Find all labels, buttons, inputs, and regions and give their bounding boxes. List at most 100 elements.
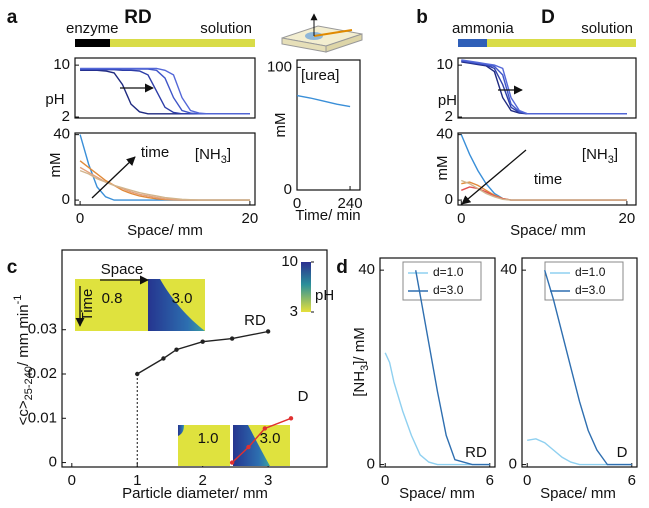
x-tick-label: 6 bbox=[486, 472, 494, 489]
annotation-part: 3 bbox=[608, 154, 614, 166]
x-axis-label: Space/ mm bbox=[540, 485, 616, 502]
annotation-part: [NH bbox=[582, 146, 608, 163]
y-axis-label-part: ]/ mM bbox=[351, 327, 368, 365]
line bbox=[527, 438, 632, 466]
y-tick-label: 0 bbox=[62, 191, 70, 208]
point bbox=[135, 371, 140, 377]
x-tick-label: 20 bbox=[619, 210, 636, 227]
annotation-part: 3 bbox=[221, 154, 227, 166]
x-tick-label: 240 bbox=[338, 195, 363, 212]
axes-frame bbox=[74, 57, 256, 119]
band bbox=[110, 39, 255, 47]
inset-space: Space bbox=[101, 261, 144, 278]
inset-time: Time bbox=[79, 289, 96, 322]
y-tick-label: 0 bbox=[509, 456, 517, 473]
line bbox=[544, 269, 632, 466]
band-label: solution bbox=[581, 20, 633, 37]
series-label: RD bbox=[244, 312, 266, 329]
point bbox=[161, 356, 166, 361]
inset-blue bbox=[178, 425, 184, 436]
inset-label: 3.0 bbox=[260, 430, 281, 447]
annotation: [NH3] bbox=[195, 146, 231, 166]
panel-label: c bbox=[7, 257, 18, 278]
y-tick-label: 100 bbox=[267, 58, 292, 75]
y-axis-label: pH bbox=[438, 92, 457, 109]
point bbox=[174, 347, 179, 352]
panel-label: d bbox=[336, 257, 348, 278]
y-tick-label: 40 bbox=[358, 261, 375, 278]
colorbar-tick-label: 3 bbox=[290, 303, 298, 320]
sample-icon bbox=[281, 13, 363, 53]
axes-frame bbox=[457, 132, 637, 206]
x-tick-label: 0 bbox=[293, 195, 301, 212]
y-axis-label-part: <c> bbox=[15, 400, 32, 425]
y-tick-label: 0 bbox=[49, 454, 57, 471]
legend-label: d=3.0 bbox=[433, 283, 464, 297]
annotation-part: ] bbox=[614, 146, 618, 163]
x-tick-label: 6 bbox=[628, 472, 636, 489]
point bbox=[262, 426, 268, 431]
arrow bbox=[91, 156, 136, 199]
line bbox=[461, 179, 627, 201]
line bbox=[79, 169, 250, 201]
panel-title: RD bbox=[124, 7, 151, 28]
y-tick-label: 40 bbox=[53, 126, 70, 143]
point bbox=[246, 444, 251, 450]
line bbox=[231, 417, 292, 464]
point bbox=[288, 416, 294, 421]
legend-label: d=1.0 bbox=[575, 265, 606, 279]
y-axis-label: mM bbox=[47, 153, 64, 178]
band-label: ammonia bbox=[452, 20, 514, 37]
line bbox=[415, 270, 490, 466]
panel-label: b bbox=[416, 7, 428, 28]
annotation: RD bbox=[465, 444, 487, 461]
y-tick-label: 40 bbox=[500, 261, 517, 278]
line bbox=[297, 94, 351, 108]
x-tick-label: 0 bbox=[457, 210, 465, 227]
x-tick-label: 3 bbox=[264, 472, 272, 489]
y-axis-label: pH bbox=[45, 91, 64, 108]
inset-blue bbox=[233, 425, 270, 466]
line bbox=[136, 330, 269, 375]
series-label: D bbox=[298, 388, 309, 405]
inset-label: 0.8 bbox=[102, 290, 123, 307]
inset-label: 1.0 bbox=[198, 430, 219, 447]
inset-blue bbox=[148, 279, 205, 331]
annotation-part: [NH bbox=[195, 146, 221, 163]
y-axis-label: [NH3]/ mM bbox=[351, 327, 371, 396]
band bbox=[458, 39, 487, 47]
y-tick-label: 0 bbox=[284, 181, 292, 198]
point bbox=[229, 460, 235, 465]
y-axis-label: mM bbox=[434, 156, 451, 181]
y-axis-label: mM bbox=[272, 113, 289, 138]
x-tick-label: 0 bbox=[523, 472, 531, 489]
line bbox=[80, 67, 250, 115]
x-axis-label: Space/ mm bbox=[127, 222, 203, 239]
colorbar bbox=[301, 262, 311, 312]
x-axis-label: Space/ mm bbox=[399, 485, 475, 502]
y-tick-label: 0.02 bbox=[28, 365, 57, 382]
annotation: time bbox=[141, 144, 169, 161]
legend-label: d=3.0 bbox=[575, 283, 606, 297]
y-axis-label-part: 25-240 bbox=[23, 366, 35, 400]
annotation: [NH3] bbox=[582, 146, 618, 166]
axes-frame bbox=[296, 59, 361, 191]
y-tick-label: 2 bbox=[445, 108, 453, 125]
annotation: time bbox=[534, 171, 562, 188]
y-axis-label-part: -1 bbox=[12, 295, 24, 305]
point bbox=[265, 329, 271, 334]
y-tick-label: 0.03 bbox=[28, 321, 57, 338]
y-tick-label: 10 bbox=[436, 56, 453, 73]
y-tick-label: 0 bbox=[367, 456, 375, 473]
x-tick-label: 20 bbox=[242, 210, 259, 227]
band bbox=[487, 39, 636, 47]
inset-label: 3.0 bbox=[172, 290, 193, 307]
x-axis-label: Time/ min bbox=[295, 207, 360, 224]
y-axis-label-part: 3 bbox=[359, 365, 371, 371]
annotation: [urea] bbox=[301, 67, 339, 84]
x-tick-label: 1 bbox=[133, 472, 141, 489]
colorbar-label: pH bbox=[315, 287, 334, 304]
arrow bbox=[461, 149, 527, 205]
point bbox=[229, 336, 235, 341]
